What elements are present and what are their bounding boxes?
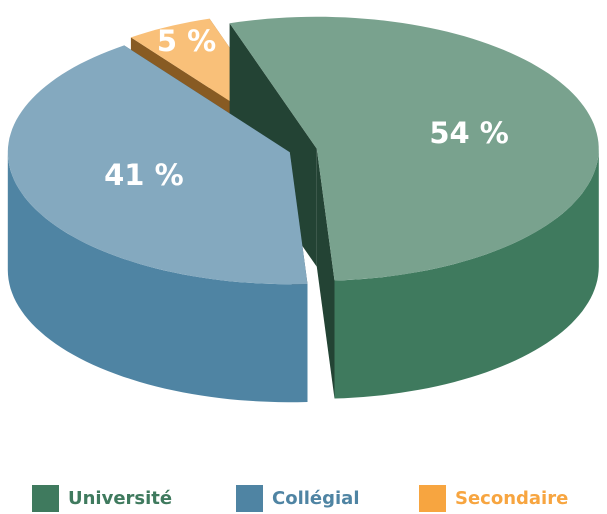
value-label: 54 %	[429, 116, 509, 150]
slice-cut-face	[316, 148, 335, 399]
slice	[229, 16, 599, 281]
legend-swatch	[32, 485, 59, 512]
value-label: 41 %	[104, 158, 184, 192]
legend-swatch	[236, 485, 263, 512]
legend-label: Université	[68, 488, 172, 509]
legend-label: Secondaire	[455, 488, 568, 509]
legend-swatch	[419, 485, 446, 512]
legend-label: Collégial	[272, 488, 360, 509]
slice	[7, 45, 308, 285]
value-label: 5 %	[157, 24, 216, 58]
slice-side	[334, 148, 599, 399]
slice-side	[7, 152, 308, 403]
